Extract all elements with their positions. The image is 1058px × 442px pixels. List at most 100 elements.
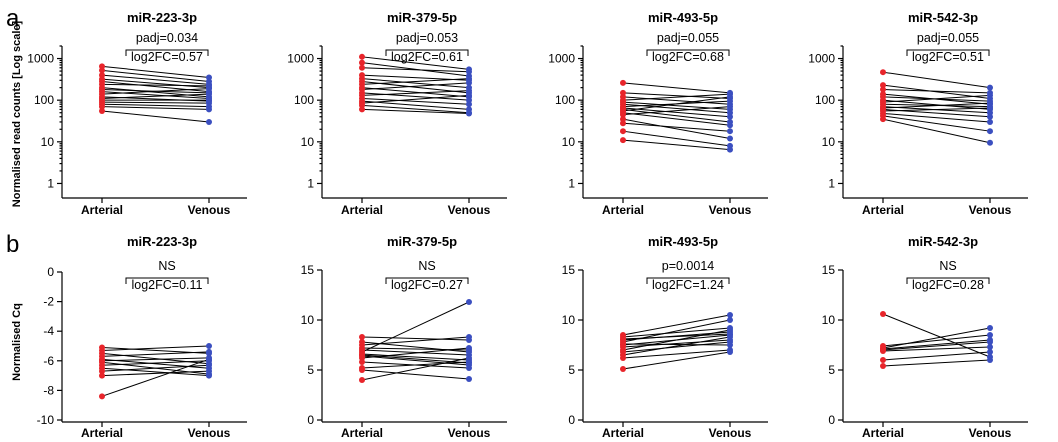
x-category-label: Arterial <box>341 203 383 217</box>
arterial-point <box>359 65 365 71</box>
venous-point <box>466 360 472 366</box>
y-tick-label: 100 <box>34 93 54 107</box>
chart-a-2: miR-379-5p1101001000Arterial Venouspadj=0… <box>287 10 507 217</box>
venous-point <box>466 80 472 86</box>
significance-label: p=0.0014 <box>662 259 715 273</box>
pair-line <box>362 370 469 379</box>
y-tick-label: 1000 <box>808 52 835 66</box>
y-tick-label: 5 <box>568 363 575 377</box>
pair-line <box>102 111 209 122</box>
chart-title: miR-542-3p <box>908 10 978 25</box>
venous-point <box>206 356 212 362</box>
y-tick-label: 1000 <box>548 52 575 66</box>
arterial-point <box>620 137 626 143</box>
venous-point <box>987 92 993 98</box>
pair-line <box>623 107 730 115</box>
y-tick-label: -6 <box>43 354 54 368</box>
x-category-label: Venous <box>969 426 1012 440</box>
pair-line <box>883 352 990 360</box>
pair-line <box>623 140 730 150</box>
pair-line <box>623 131 730 146</box>
x-category-label: Arterial <box>602 203 644 217</box>
significance-label: NS <box>939 259 956 273</box>
venous-point <box>466 69 472 75</box>
x-category-label: Venous <box>188 426 231 440</box>
y-tick-label: 15 <box>822 263 836 277</box>
x-category-label: Venous <box>709 426 752 440</box>
significance-label: NS <box>418 259 435 273</box>
y-tick-label: 15 <box>562 263 576 277</box>
venous-point <box>987 85 993 91</box>
arterial-point <box>620 120 626 126</box>
y-tick-label: 1 <box>47 176 54 190</box>
pair-line <box>102 102 209 103</box>
log2fc-label: log2FC=0.27 <box>391 278 463 292</box>
arterial-point <box>620 341 626 347</box>
venous-point <box>727 136 733 142</box>
arterial-point <box>359 54 365 60</box>
chart-b-2: miR-379-5p051015Arterial VenousNSlog2FC=0… <box>301 234 507 440</box>
venous-point <box>206 91 212 97</box>
significance-label: NS <box>158 259 175 273</box>
pair-line <box>883 119 990 143</box>
venous-point <box>727 128 733 134</box>
x-category-label: Arterial <box>862 203 904 217</box>
pair-line <box>102 365 209 371</box>
panel-labels: a b Normalised read counts [Log scale] N… <box>6 5 23 381</box>
pair-line <box>102 104 209 106</box>
venous-point <box>727 342 733 348</box>
venous-point <box>987 128 993 134</box>
venous-point <box>466 349 472 355</box>
x-category-label: Arterial <box>862 426 904 440</box>
venous-point <box>987 357 993 363</box>
y-tick-label: 10 <box>562 135 576 149</box>
x-category-label: Venous <box>188 203 231 217</box>
pair-line <box>883 103 990 108</box>
y-tick-label: 5 <box>828 363 835 377</box>
arterial-point <box>620 355 626 361</box>
significance-label: padj=0.053 <box>396 31 458 45</box>
pair-line <box>102 84 209 86</box>
y-tick-label: 1 <box>307 176 314 190</box>
pair-line <box>623 352 730 369</box>
arterial-point <box>880 69 886 75</box>
log2fc-label: log2FC=1.24 <box>652 278 724 292</box>
chart-title: miR-223-3p <box>127 234 197 249</box>
venous-point <box>727 349 733 355</box>
y-tick-label: 10 <box>822 313 836 327</box>
chart-a-1: miR-223-3p1101001000Arterial Venouspadj=0… <box>27 10 247 217</box>
pair-line <box>362 68 469 72</box>
arterial-point <box>359 339 365 345</box>
chart-b-4: miR-542-3p051015Arterial VenousNSlog2FC=0… <box>822 234 1028 440</box>
log2fc-label: log2FC=0.28 <box>912 278 984 292</box>
x-category-label: Arterial <box>341 426 383 440</box>
pair-line <box>623 344 730 345</box>
venous-point <box>206 86 212 92</box>
y-tick-label: -4 <box>43 324 54 338</box>
y-tick-label: -2 <box>43 295 54 309</box>
significance-label: padj=0.055 <box>917 31 979 45</box>
row-a-ylabel: Normalised read counts [Log scale] <box>11 20 23 207</box>
chart-a-3: miR-493-5p1101001000Arterial Venouspadj=0… <box>548 10 768 217</box>
arterial-point <box>880 363 886 369</box>
y-tick-label: 10 <box>41 135 55 149</box>
pair-line <box>883 72 990 87</box>
venous-point <box>727 104 733 110</box>
arterial-point <box>359 359 365 365</box>
arterial-point <box>99 373 105 379</box>
chart-title: miR-379-5p <box>387 10 457 25</box>
venous-point <box>466 334 472 340</box>
venous-point <box>466 299 472 305</box>
y-tick-label: 100 <box>294 93 314 107</box>
y-tick-label: 10 <box>301 313 315 327</box>
y-tick-label: 1000 <box>287 52 314 66</box>
venous-point <box>466 376 472 382</box>
y-tick-label: 0 <box>307 413 314 427</box>
pair-line <box>623 83 730 93</box>
chart-a-4: miR-542-3p 1 10 100 1000 Arterial Venous padj=0… <box>808 10 1028 217</box>
chart-title: miR-379-5p <box>387 234 457 249</box>
pair-line <box>623 123 730 131</box>
panel-letter-b: b <box>6 231 19 258</box>
venous-point <box>987 337 993 343</box>
